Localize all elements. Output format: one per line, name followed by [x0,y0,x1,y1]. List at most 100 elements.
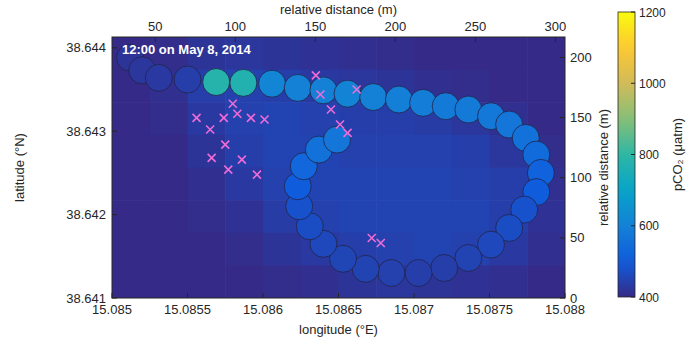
pco2-circle [310,77,337,104]
y2-tick [560,57,565,58]
heat-cell [263,37,301,70]
y-tick-label: 38.643 [66,124,106,139]
heat-cell [188,233,226,266]
heat-cell [339,200,377,233]
x-tick-label: 15.0865 [315,302,362,317]
heat-cell [490,37,528,70]
colorbar-tick-label: 400 [639,291,659,305]
x-marker [206,126,214,134]
x2-axis-title: relative distance (m) [280,2,397,17]
plot-frame [112,37,565,298]
x-marker [312,71,320,79]
x2-tick [395,37,396,42]
colorbar-tick-label: 800 [639,148,659,162]
heat-cell [414,135,452,168]
heat-cell [301,37,339,70]
y2-tick-label: 150 [570,110,592,125]
x-marker [220,114,228,122]
x-marker [208,154,216,162]
x2-tick-label: 200 [384,19,406,34]
heat-cell [414,37,452,70]
heat-cell [225,200,263,233]
colorbar-tick [631,12,635,13]
colorbar [618,12,635,297]
heat-cell [225,135,263,168]
x-marker [238,156,246,164]
colorbar-tick [631,83,635,84]
colorbar-tick [631,225,635,226]
x-tick-label: 15.0855 [164,302,211,317]
x-marker [224,166,232,174]
x-tick-label: 15.088 [545,302,585,317]
pco2-circle [174,66,201,93]
x2-tick-label: 150 [304,19,326,34]
x-marker [261,116,269,124]
x-tick [489,293,490,298]
heat-cell [263,102,301,135]
x2-tick [475,37,476,42]
heat-cell [225,233,263,266]
heat-cell [376,37,414,70]
heat-cell [112,200,150,233]
pco2-circle [284,74,311,101]
heat-cell [188,168,226,201]
colorbar-tick-label: 600 [639,219,659,233]
x-tick-label: 15.0875 [466,302,513,317]
pco2-circle [378,259,405,286]
y-tick [112,47,117,48]
heat-cell [301,265,339,298]
heat-cell [225,70,263,103]
x-tick-label: 15.086 [243,302,283,317]
x2-tick-label: 100 [224,19,246,34]
heat-cell [263,265,301,298]
pco2-circle [334,80,361,107]
pco2-circle [431,254,458,281]
pco2-circle [259,70,286,97]
pco2-circle [203,69,230,96]
heat-cell [339,168,377,201]
pco2-circle [323,126,350,153]
x-tick [112,293,113,298]
x-tick [565,293,566,298]
y-tick [112,214,117,215]
heat-cell [527,265,565,298]
heat-cell [490,168,528,201]
x-marker [221,141,229,149]
x-marker [193,114,201,122]
colorbar-title: pCO₂ (μatm) [670,118,685,191]
y2-axis-title: relative distance (m) [596,109,611,226]
x-axis-title: longitude (°E) [299,322,378,337]
heat-cell [225,102,263,135]
x-marker [229,100,237,108]
heat-cell [150,102,188,135]
pco2-circle [230,69,257,96]
pco2-circle [405,259,432,286]
x-tick-label: 15.087 [394,302,434,317]
heat-cell [490,265,528,298]
heat-cell [452,135,490,168]
heat-cell [112,233,150,266]
x-marker [368,234,376,242]
x-marker [253,171,261,179]
colorbar-tick-label: 1200 [639,6,666,20]
x2-tick [555,37,556,42]
heat-cell [527,70,565,103]
annotation: 12:00 on May 8, 2014 [122,42,251,57]
x-tick [414,293,415,298]
chart: 15.08515.085515.08615.086515.08715.08751… [0,0,689,356]
pco2-circle [455,244,482,271]
x2-tick [315,37,316,42]
heat-cell [527,233,565,266]
heat-cell [150,265,188,298]
series-x [193,71,385,247]
heat-cell [188,135,226,168]
heat-cell [188,102,226,135]
y2-tick-label: 50 [570,230,584,245]
heat-cell [452,37,490,70]
pco2-circle [360,84,387,111]
y2-tick [560,298,565,299]
heat-cell [263,233,301,266]
y-tick-label: 38.642 [66,207,106,222]
heat-cell [376,200,414,233]
heat-cell [188,265,226,298]
